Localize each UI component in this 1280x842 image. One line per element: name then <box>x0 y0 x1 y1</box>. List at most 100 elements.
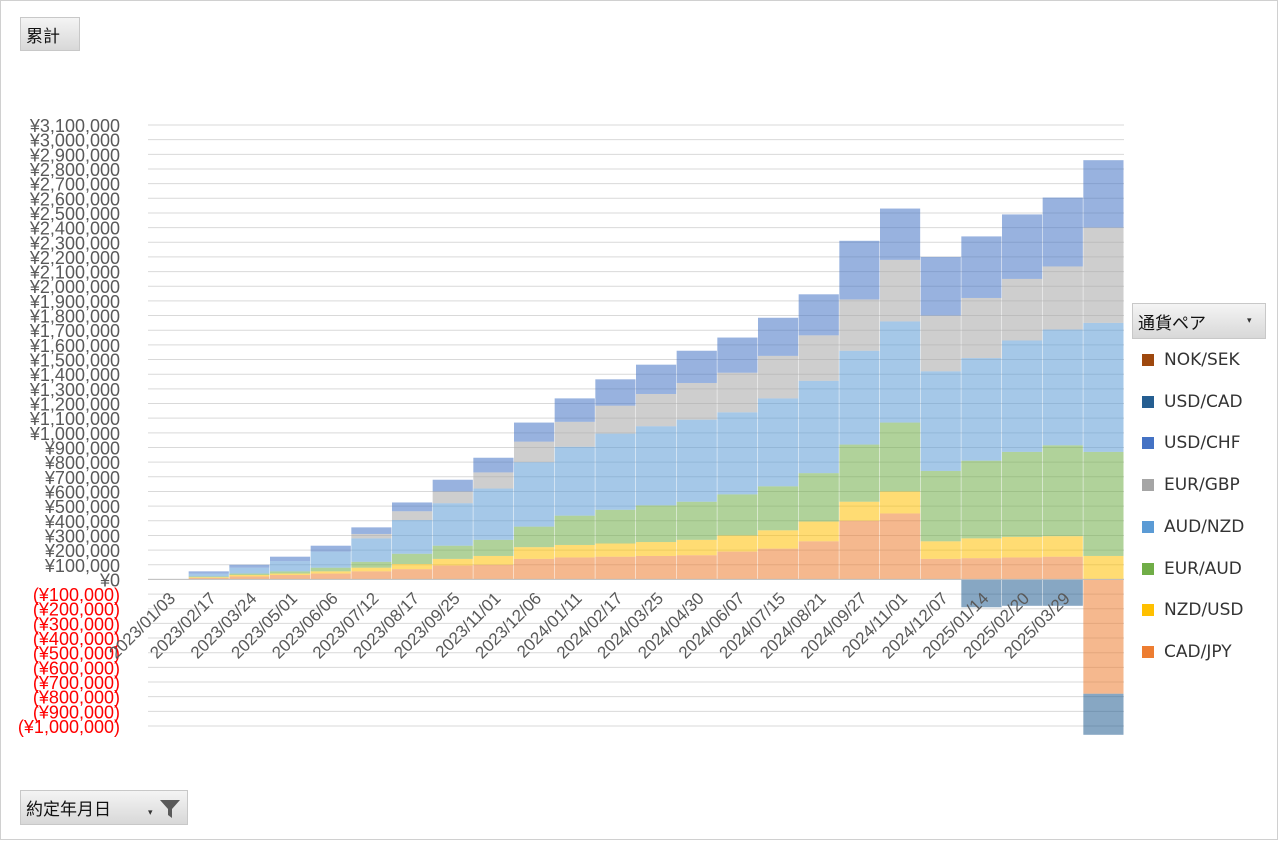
y-tick-label: ¥1,300,000 <box>29 380 120 400</box>
y-tick-label: ¥600,000 <box>44 482 120 502</box>
dropdown-arrow-icon[interactable]: ▾ <box>148 808 153 818</box>
bar-segment-aud-nzd <box>392 520 433 554</box>
bar-segment-usd-chf <box>432 479 473 492</box>
bar-segment-nzd-usd <box>229 575 270 577</box>
bar-segment-nzd-usd <box>351 567 392 572</box>
y-tick-label: ¥1,000,000 <box>29 424 120 444</box>
bar-segment-nzd-usd <box>188 577 229 578</box>
y-tick-label: (¥700,000) <box>33 673 120 693</box>
bar-segment-nzd-usd <box>676 539 717 556</box>
bar-segment-cad-jpy <box>1083 579 1124 694</box>
y-tick-label: ¥2,800,000 <box>29 160 120 180</box>
bar-segment-cad-jpy <box>839 520 880 580</box>
bar-segment-nzd-usd <box>961 538 1002 559</box>
bar-segment-usd-cad <box>1002 579 1043 606</box>
bar-segment-eur-aud <box>839 444 880 502</box>
bar-segment-cad-jpy <box>798 541 839 580</box>
bar-segment-cad-jpy <box>1002 557 1043 580</box>
bar-segment-aud-nzd <box>229 567 270 574</box>
bar-segment-cad-jpy <box>270 575 311 580</box>
legend-item[interactable]: AUD/NZD <box>1142 512 1272 542</box>
y-tick-label: (¥600,000) <box>33 658 120 678</box>
bar-segment-eur-aud <box>432 545 473 559</box>
bar-segment-aud-nzd <box>1042 329 1083 446</box>
bar-segment-eur-aud <box>392 553 433 565</box>
bar-segment-nzd-usd <box>758 530 799 549</box>
y-tick-label: ¥2,700,000 <box>29 175 120 195</box>
legend-item[interactable]: EUR/AUD <box>1142 554 1272 584</box>
bar-segment-cad-jpy <box>310 573 351 580</box>
bar-segment-usd-chf <box>676 350 717 383</box>
bar-segment-usd-chf <box>880 208 921 260</box>
bar-segment-aud-nzd <box>920 371 961 471</box>
y-tick-label: ¥1,200,000 <box>29 395 120 415</box>
bar-segment-usd-chf <box>270 556 311 562</box>
legend-item[interactable]: USD/CAD <box>1142 387 1272 417</box>
trade-date-field-button[interactable]: 約定年月日 ▾ <box>20 790 188 825</box>
funnel-filter-icon[interactable] <box>159 798 181 820</box>
y-tick-label: ¥1,700,000 <box>29 321 120 341</box>
bar-segment-cad-jpy <box>229 576 270 580</box>
bar-segment-aud-nzd <box>310 551 351 568</box>
value-field-button[interactable]: 累計 <box>20 17 80 51</box>
legend-item[interactable]: NOK/SEK <box>1142 345 1272 375</box>
bar-segment-eur-aud <box>188 576 229 578</box>
bar-segment-nzd-usd <box>1002 536 1043 558</box>
x-axis-tick-labels: 2023/01/032023/02/172023/03/242023/05/01… <box>106 589 1074 663</box>
bar-segment-eur-gbp <box>392 511 433 521</box>
bar-segment-eur-gbp <box>961 297 1002 359</box>
legend-item[interactable]: CAD/JPY <box>1142 637 1272 667</box>
legend-item[interactable]: NZD/USD <box>1142 595 1272 625</box>
bar-segment-cad-jpy <box>1042 556 1083 580</box>
bar-segment-eur-aud <box>758 486 799 531</box>
bar-segment-eur-gbp <box>514 441 555 463</box>
bar-segment-aud-nzd <box>1083 322 1124 452</box>
bar-segment-aud-nzd <box>676 419 717 502</box>
y-tick-label: ¥2,600,000 <box>29 189 120 209</box>
bar-segment-usd-chf <box>1042 197 1083 267</box>
currency-pair-field-button[interactable]: 通貨ペア ▾ <box>1132 303 1266 339</box>
bar-segment-aud-nzd <box>636 426 677 506</box>
bar-segment-nzd-usd <box>310 571 351 574</box>
stacked-area-bars <box>148 160 1124 735</box>
bar-segment-nzd-usd <box>514 547 555 559</box>
y-tick-label: (¥1,000,000) <box>18 717 120 737</box>
bar-segment-aud-nzd <box>351 538 392 562</box>
bar-segment-eur-gbp <box>798 335 839 381</box>
bar-segment-eur-aud <box>595 509 636 544</box>
bar-segment-nzd-usd <box>798 521 839 542</box>
bar-segment-nzd-usd <box>1042 536 1083 557</box>
y-tick-label: ¥2,300,000 <box>29 233 120 253</box>
bar-segment-usd-chf <box>392 502 433 512</box>
legend-swatch <box>1142 395 1154 408</box>
bar-segment-eur-gbp <box>880 259 921 322</box>
dropdown-arrow-icon[interactable]: ▾ <box>1247 316 1252 326</box>
bar-segment-nzd-usd <box>554 544 595 558</box>
y-tick-label: ¥900,000 <box>44 438 120 458</box>
bar-segment-usd-chf <box>351 527 392 534</box>
legend-swatch <box>1142 437 1154 450</box>
bar-segment-aud-nzd <box>758 398 799 487</box>
legend-item[interactable]: EUR/GBP <box>1142 470 1272 500</box>
bar-segment-cad-jpy <box>636 555 677 580</box>
y-tick-label: (¥200,000) <box>33 600 120 620</box>
y-tick-label: ¥1,600,000 <box>29 336 120 356</box>
bar-segment-aud-nzd <box>514 462 555 527</box>
bar-segment-eur-aud <box>310 567 351 572</box>
bar-segment-usd-cad <box>1042 579 1083 606</box>
legend-item[interactable]: USD/CHF <box>1142 428 1272 458</box>
bar-segment-eur-aud <box>717 494 758 536</box>
bar-segment-cad-jpy <box>432 565 473 580</box>
legend-swatch <box>1142 520 1154 533</box>
y-tick-label: ¥2,100,000 <box>29 263 120 283</box>
y-tick-label: (¥900,000) <box>33 702 120 722</box>
bar-segment-nzd-usd <box>595 543 636 557</box>
bar-segment-eur-aud <box>351 561 392 568</box>
y-tick-label: (¥300,000) <box>33 614 120 634</box>
bar-segment-nzd-usd <box>432 558 473 566</box>
bar-segment-aud-nzd <box>554 446 595 516</box>
bar-segment-aud-nzd <box>595 433 636 510</box>
bar-segment-eur-gbp <box>839 299 880 351</box>
